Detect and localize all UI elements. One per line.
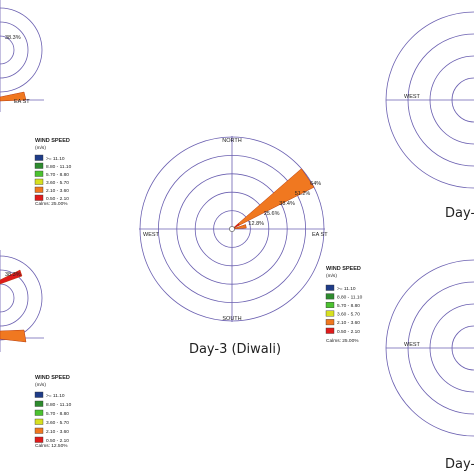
bottom-right-west-label: WEST [404, 342, 421, 348]
center-ring-label: 64% [310, 181, 321, 187]
legend-label: 2.10 - 3.60 [46, 188, 69, 194]
bottom-left-legend-items: >= 11.10 8.80 - 11.10 5.70 - 8.80 3.60 - 5.… [34, 391, 72, 444]
bottom-left-legend-unit: (m/s) [35, 382, 46, 388]
legend-label: 2.10 - 3.60 [46, 429, 69, 435]
center-legend-calms: Calms: 25.00% [326, 338, 359, 344]
top-left-wind-rose: 38.3% EA ST [0, 0, 44, 112]
top-left-ring-label: 38.3% [5, 35, 21, 41]
top-right-caption: Day- [445, 206, 474, 221]
bottom-left-petal-east [0, 329, 27, 343]
legend-swatch [34, 194, 44, 201]
top-left-legend-items: >= 11.10 8.80 - 11.10 5.70 - 8.80 3.60 - 5.… [34, 154, 72, 202]
legend-label: 8.80 - 11.10 [46, 164, 72, 170]
legend-label: 5.70 - 8.80 [337, 303, 360, 309]
center-legend-unit: (m/s) [326, 273, 337, 279]
bottom-left-legend-calms: Calms: 12.50% [35, 443, 68, 449]
legend-label: 3.60 - 5.70 [337, 312, 360, 318]
center-petal-segment [238, 168, 315, 226]
legend-label: 8.80 - 11.10 [337, 294, 363, 300]
center-ring-label: 38.4% [279, 201, 295, 207]
bottom-left-legend: WIND SPEED (m/s) >= 11.10 8.80 - 11.10 5.7… [34, 375, 72, 449]
legend-swatch [325, 327, 335, 334]
top-left-legend-title: WIND SPEED [35, 138, 70, 144]
bottom-right-wind-rose: WEST [385, 259, 474, 437]
center-caption: Day-3 (Diwali) [189, 342, 281, 357]
center-legend-title: WIND SPEED [326, 266, 361, 272]
center-east-label: EA ST [312, 232, 328, 238]
legend-label: 3.60 - 5.70 [46, 420, 69, 426]
legend-swatch [34, 170, 44, 177]
legend-swatch [34, 436, 44, 443]
legend-swatch [325, 284, 335, 291]
top-left-legend-calms: Calms: 25.00% [35, 201, 68, 207]
legend-swatch [34, 418, 44, 425]
top-left-east-label: EA ST [14, 99, 30, 105]
bottom-right-caption: Day- [445, 457, 474, 472]
bottom-left-ring-label: 38.3% [5, 272, 21, 278]
center-north-label: NORTH [222, 138, 241, 144]
top-left-legend: WIND SPEED (m/s) >= 11.10 8.80 - 11.10 5.7… [34, 138, 72, 207]
center-ring-labels: 12.8%25.6% 38.4%51.2% 64% [248, 181, 321, 227]
legend-label: 2.10 - 3.60 [337, 320, 360, 326]
center-west-label: WEST [143, 232, 160, 238]
legend-swatch [34, 391, 44, 398]
legend-swatch [34, 178, 44, 185]
legend-swatch [34, 427, 44, 434]
legend-swatch [325, 310, 335, 317]
legend-label: >= 11.10 [46, 156, 65, 162]
legend-swatch [34, 154, 44, 161]
legend-swatch [34, 400, 44, 407]
legend-label: 5.70 - 8.80 [46, 172, 69, 178]
top-left-petal-east [0, 91, 27, 102]
legend-label: 0.50 - 2.10 [46, 196, 69, 202]
bottom-left-legend-title: WIND SPEED [35, 375, 70, 381]
legend-swatch [325, 293, 335, 300]
legend-label: 5.70 - 8.80 [46, 411, 69, 417]
legend-label: 8.80 - 11.10 [46, 402, 72, 408]
legend-label: >= 11.10 [46, 393, 65, 399]
top-right-wind-rose: WEST [385, 11, 474, 189]
legend-swatch [34, 186, 44, 193]
center-legend-items: >= 11.10 8.80 - 11.10 5.70 - 8.80 3.60 - 5.… [325, 284, 363, 335]
legend-label: 0.50 - 2.10 [337, 329, 360, 335]
legend-label: >= 11.10 [337, 286, 356, 292]
center-ring-label: 12.8% [248, 221, 264, 227]
legend-label: 0.50 - 2.10 [46, 438, 69, 444]
bottom-left-wind-rose: 38.3% [0, 250, 44, 352]
legend-label: 3.60 - 5.70 [46, 180, 69, 186]
top-left-legend-unit: (m/s) [35, 145, 46, 151]
center-wind-rose: 12.8%25.6% 38.4%51.2% 64% NORTH SOUTH WEST… [139, 136, 328, 322]
center-south-label: SOUTH [222, 316, 241, 322]
center-legend: WIND SPEED (m/s) >= 11.10 8.80 - 11.10 5.7… [325, 266, 363, 344]
legend-swatch [34, 162, 44, 169]
legend-swatch [34, 409, 44, 416]
bottom-left-petal-north [0, 269, 23, 285]
center-ring-label: 51.2% [295, 191, 311, 197]
center-petals [231, 168, 315, 230]
center-ring-label: 25.6% [264, 211, 280, 217]
top-right-west-label: WEST [404, 94, 421, 100]
legend-swatch [325, 319, 335, 326]
legend-swatch [325, 302, 335, 308]
